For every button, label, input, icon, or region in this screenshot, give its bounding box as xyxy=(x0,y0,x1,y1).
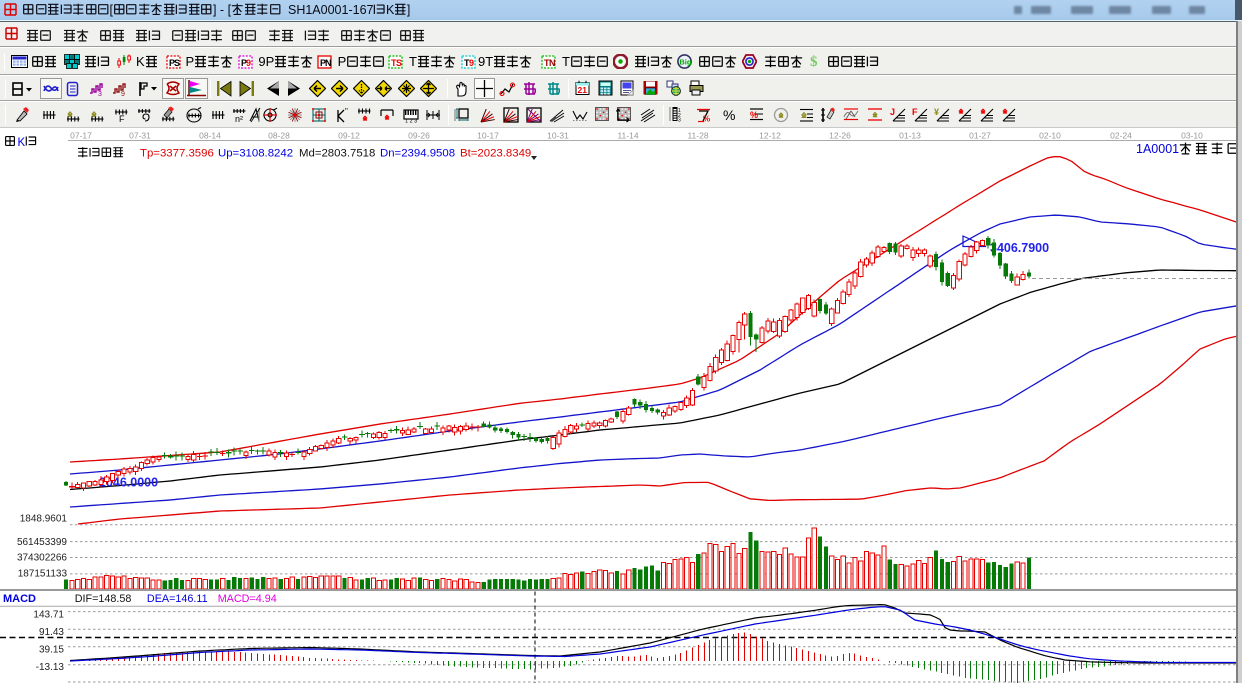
svg-text:3: 3 xyxy=(678,118,681,124)
svg-text:12-26: 12-26 xyxy=(829,131,851,141)
svg-text:2: 2 xyxy=(678,113,681,119)
svg-text:10-17: 10-17 xyxy=(477,131,499,141)
svg-text:$: $ xyxy=(810,54,818,68)
svg-text:1: 1 xyxy=(678,108,681,114)
svg-text:07-31: 07-31 xyxy=(129,131,151,141)
svg-text:T: T xyxy=(464,58,470,68)
svg-text:P: P xyxy=(169,58,175,68)
svg-text:Bt=2023.8349: Bt=2023.8349 xyxy=(460,148,531,160)
svg-text:02-24: 02-24 xyxy=(1110,131,1132,141)
svg-text:P: P xyxy=(241,58,247,68)
svg-text:1 2 3: 1 2 3 xyxy=(405,118,417,123)
svg-text:01-13: 01-13 xyxy=(899,131,921,141)
svg-text:Dn=2394.9508: Dn=2394.9508 xyxy=(380,148,455,160)
svg-text:T: T xyxy=(544,58,550,68)
svg-text:Up=3108.8242: Up=3108.8242 xyxy=(218,148,293,160)
svg-text:%: % xyxy=(723,107,735,123)
svg-text:9: 9 xyxy=(469,58,474,68)
svg-text:DIF=148.58: DIF=148.58 xyxy=(75,593,132,605)
svg-text:DEA=146.11: DEA=146.11 xyxy=(147,593,208,605)
svg-text:%: % xyxy=(703,115,710,124)
svg-text:N: N xyxy=(325,58,332,68)
svg-text:n²: n² xyxy=(235,114,243,123)
svg-text:MACD: MACD xyxy=(3,593,36,605)
svg-text:9: 9 xyxy=(121,91,125,97)
svg-text:F: F xyxy=(912,107,918,117)
svg-text:10-31: 10-31 xyxy=(547,131,569,141)
svg-text:09-12: 09-12 xyxy=(338,131,360,141)
svg-text:09-26: 09-26 xyxy=(408,131,430,141)
svg-text:9: 9 xyxy=(246,58,251,68)
svg-text:T: T xyxy=(391,58,397,68)
svg-text:P: P xyxy=(320,58,326,68)
svg-text:%: % xyxy=(750,110,758,120)
svg-text:Big: Big xyxy=(679,58,692,67)
svg-text:07-17: 07-17 xyxy=(70,131,92,141)
svg-text:3: 3 xyxy=(98,91,102,97)
svg-text:F: F xyxy=(119,114,125,123)
svg-text:561453399: 561453399 xyxy=(17,537,67,548)
svg-text:143.71: 143.71 xyxy=(33,610,64,621)
svg-text:374302266: 374302266 xyxy=(17,553,67,564)
svg-text:N: N xyxy=(549,58,556,68)
svg-text:91.43: 91.43 xyxy=(39,627,64,638)
svg-text:S: S xyxy=(174,58,180,68)
svg-text:": " xyxy=(345,107,348,116)
svg-text:Md=2803.7518: Md=2803.7518 xyxy=(299,148,375,160)
svg-text:11-28: 11-28 xyxy=(687,131,708,141)
svg-text:J: J xyxy=(890,107,895,117)
svg-text:21: 21 xyxy=(577,85,587,95)
svg-text:S: S xyxy=(396,58,402,68)
svg-text:12-12: 12-12 xyxy=(759,131,781,141)
svg-text:-13.13: -13.13 xyxy=(36,662,65,673)
svg-text:08-28: 08-28 xyxy=(268,131,290,141)
svg-text:¥: ¥ xyxy=(934,107,939,117)
svg-text:187151133: 187151133 xyxy=(18,569,68,580)
svg-text:39.15: 39.15 xyxy=(39,644,64,655)
svg-text:01-27: 01-27 xyxy=(969,131,991,141)
svg-text:3406.7900: 3406.7900 xyxy=(990,241,1049,255)
svg-text:1A0001: 1A0001 xyxy=(1136,142,1179,156)
svg-text:MACD=4.94: MACD=4.94 xyxy=(218,593,277,605)
svg-text:K: K xyxy=(18,137,26,149)
svg-text:08-14: 08-14 xyxy=(199,131,221,141)
svg-text:1848.9601: 1848.9601 xyxy=(20,514,68,525)
svg-text:02-10: 02-10 xyxy=(1039,131,1061,141)
svg-text:Tp=3377.3596: Tp=3377.3596 xyxy=(140,148,214,160)
svg-text:03-10: 03-10 xyxy=(1181,131,1203,141)
svg-text:11-14: 11-14 xyxy=(617,131,638,141)
